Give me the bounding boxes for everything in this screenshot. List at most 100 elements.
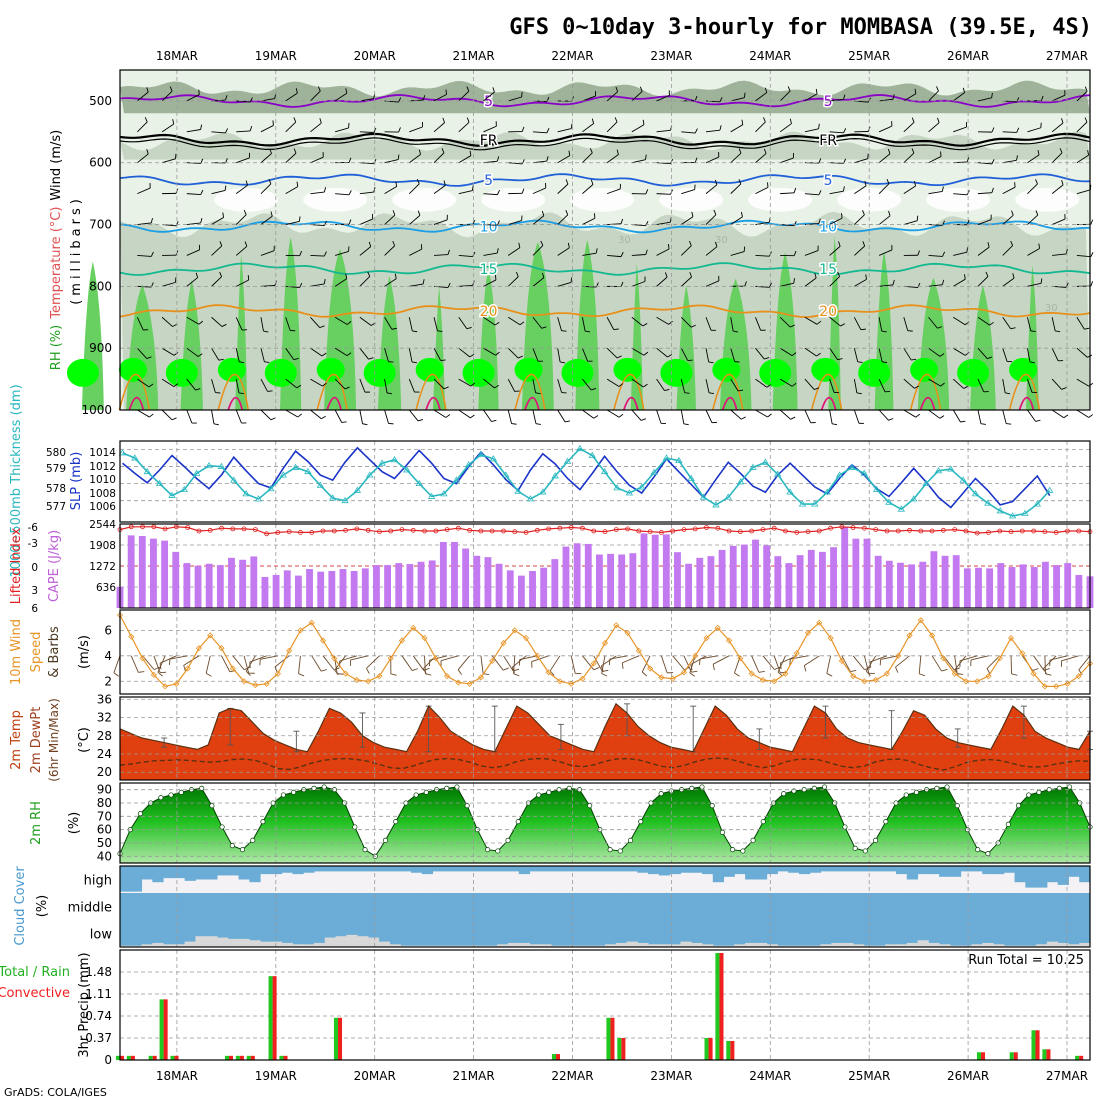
wind-barb — [853, 379, 858, 393]
isotherm-line — [810, 373, 843, 411]
cloud-high-bar — [378, 866, 390, 872]
wind-barb — [137, 255, 152, 257]
wind-barb — [970, 655, 989, 661]
rh-dry-patch — [659, 187, 724, 212]
thickness-marker — [143, 467, 151, 475]
wind-barb — [755, 186, 769, 195]
rh-saturated-patch — [363, 358, 396, 387]
cloud-middle-bar — [766, 893, 778, 920]
wind-barb-flag — [832, 423, 838, 426]
wind-barb — [161, 409, 173, 421]
wind-barb-flag — [1087, 150, 1090, 156]
thickness-tick-label: 578 — [46, 483, 66, 495]
wind-barb-flag — [239, 361, 245, 364]
cloud-low-bar — [928, 942, 940, 947]
wind-speed-marker — [150, 671, 157, 678]
cloud-low-bar — [788, 945, 800, 947]
cloud-middle-bar — [960, 893, 972, 920]
rh-marker — [607, 847, 613, 853]
wind-barb — [804, 128, 819, 133]
cape-bar — [651, 534, 659, 608]
wind-barb-flag — [620, 251, 624, 257]
cloud-middle-bar — [799, 893, 811, 920]
cloud-middle-bar — [378, 893, 390, 920]
wind-barb — [762, 655, 775, 670]
rh-dry-patch — [1015, 187, 1080, 212]
cape-bar — [662, 534, 670, 608]
wind-barb — [532, 316, 542, 329]
wind-barb — [1076, 409, 1089, 418]
wind-barb-flag — [963, 385, 969, 389]
rh-saturated-patch — [910, 357, 939, 382]
cloud-high-bar — [993, 866, 1005, 875]
wind-barb-flag — [941, 668, 948, 672]
y-tick-label: 1000 — [81, 403, 112, 417]
wind-speed-marker — [974, 678, 981, 685]
wind-barb-flag — [299, 282, 303, 288]
lifted-index-marker — [580, 525, 585, 531]
precip-total-bar — [726, 1040, 731, 1060]
precip-total-bar — [115, 1055, 120, 1060]
wind-barb-flag — [862, 241, 866, 247]
thickness-marker — [638, 483, 646, 490]
wind-barb — [186, 409, 193, 424]
lifted-index-marker — [478, 528, 484, 534]
wind-barb — [878, 183, 890, 194]
wind-barb-flag — [296, 384, 302, 389]
wind-speed-marker — [906, 632, 913, 639]
wind-barb-flag — [856, 392, 862, 395]
cloud-middle-bar — [260, 893, 272, 920]
rh-marker — [781, 791, 787, 797]
lifted-index-marker — [309, 530, 315, 535]
rh-marker — [903, 792, 909, 798]
cape-bar — [239, 559, 247, 608]
wind-barb — [1027, 282, 1042, 287]
cape-bar — [763, 545, 771, 608]
cloud-high-bar — [745, 866, 757, 880]
wind-barb-flag — [540, 240, 544, 246]
wind-speed-marker — [579, 675, 586, 682]
rh-marker — [873, 837, 879, 843]
wind-barb — [507, 316, 521, 326]
cloud-high-bar — [702, 866, 714, 875]
thickness-marker — [699, 493, 708, 500]
wind-barb — [730, 348, 736, 362]
thickness-marker — [600, 467, 609, 475]
cloud-high-bar — [281, 866, 293, 873]
y-tick-label: 1.11 — [85, 987, 112, 1001]
wind-barb — [483, 193, 498, 196]
cape-bar — [529, 571, 536, 608]
wind-barb — [532, 131, 547, 134]
cloud-middle-bar — [594, 893, 606, 920]
series-line — [122, 447, 1051, 517]
wind-barb — [508, 220, 522, 225]
wind-barb-flag — [957, 673, 964, 675]
wind-barb — [954, 655, 958, 674]
cloud-high-bar — [249, 866, 261, 883]
thickness-marker — [848, 463, 856, 470]
wind-speed-marker — [410, 624, 417, 631]
wind-barb-flag — [1061, 387, 1067, 390]
cloud-low-bar — [518, 942, 531, 947]
isotherm-label: 5 — [484, 94, 493, 110]
wind-barb-flag — [881, 330, 887, 333]
wind-barb-flag — [470, 414, 475, 419]
wind-barb — [1076, 121, 1088, 133]
wind-barb-flag — [758, 670, 765, 673]
wind-barb — [755, 409, 768, 418]
wind-barb — [841, 655, 851, 672]
wind-barb-flag — [1030, 330, 1036, 332]
wind-barb-flag — [492, 87, 495, 93]
wind-barb-flag — [942, 251, 946, 257]
wind-barb — [1002, 277, 1015, 287]
cape-bar — [484, 557, 492, 608]
isotherm-line — [820, 396, 837, 411]
cape-bar — [451, 541, 458, 608]
wind-barb — [631, 254, 646, 256]
wind-barb — [953, 347, 966, 356]
isotherm-line — [425, 396, 441, 411]
cloud-high-bar — [777, 866, 789, 872]
wind-barb — [1033, 655, 1045, 671]
slp-tick-label: 1008 — [89, 488, 116, 500]
isotherm-label: FR — [819, 133, 837, 149]
